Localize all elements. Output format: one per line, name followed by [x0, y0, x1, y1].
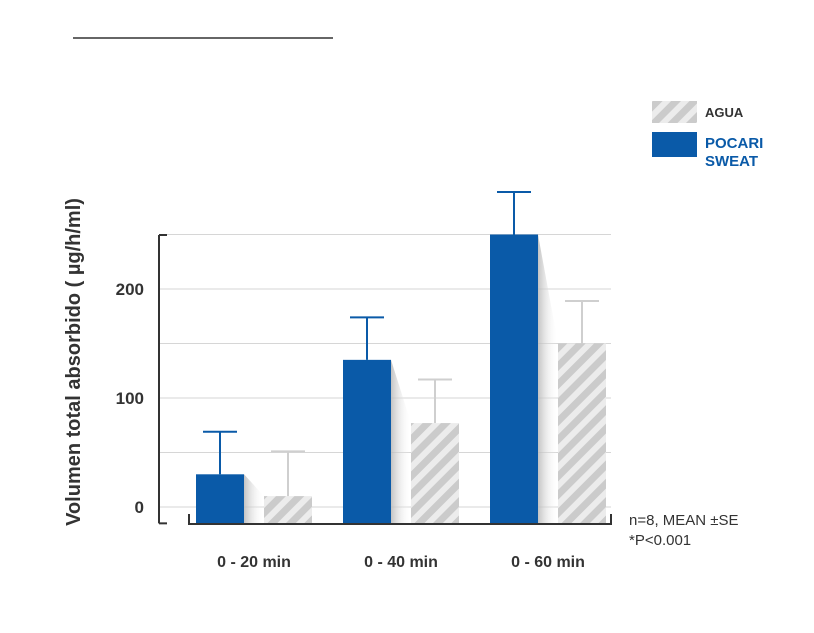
bar-pocari-sweat [490, 234, 538, 524]
legend-swatch-pocari-sweat [652, 132, 697, 157]
y-tick-labels: 0 100 200 [116, 280, 144, 517]
bar-pocari-sweat [196, 474, 244, 524]
x-category-labels: 0 - 20 min 0 - 40 min 0 - 60 min [217, 554, 585, 571]
legend-label-pocari-sweat: POCARI [705, 135, 763, 152]
y-tick-label: 200 [116, 280, 144, 299]
bar-agua [264, 496, 312, 524]
legend-swatch-agua [652, 101, 697, 123]
bar-agua [411, 423, 459, 524]
y-axis-label: Volumen total absorbido ( µg/h/ml) [63, 198, 85, 526]
significance-note: *P<0.001 [629, 532, 691, 549]
bar-shadow [244, 474, 264, 524]
sample-note: n=8, MEAN ±SE [629, 512, 739, 529]
bar-agua [558, 343, 606, 524]
bar-shadow [538, 234, 558, 524]
x-category-label: 0 - 40 min [364, 554, 438, 571]
bar-shadow [391, 359, 411, 524]
axes [158, 234, 612, 525]
x-axis-bracket [188, 514, 612, 525]
bar-shadows [244, 234, 558, 524]
x-category-label: 0 - 60 min [511, 554, 585, 571]
y-tick-label: 0 [135, 498, 144, 517]
legend-label-agua: AGUA [705, 105, 744, 120]
y-tick-label: 100 [116, 389, 144, 408]
x-category-label: 0 - 20 min [217, 554, 291, 571]
legend-label-pocari-sweat: SWEAT [705, 153, 758, 170]
bars [196, 234, 606, 524]
bar-pocari-sweat [343, 359, 391, 524]
error-bars [203, 190, 599, 497]
